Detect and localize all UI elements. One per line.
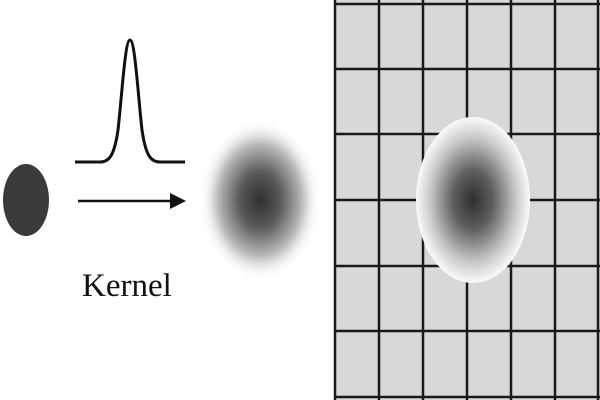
blurred-splat	[200, 120, 320, 280]
dot-icon	[3, 164, 49, 236]
gaussian-curve-icon	[75, 38, 185, 164]
grid-splat	[416, 117, 530, 283]
arrow-right-icon	[78, 193, 186, 209]
kernel-label: Kernel	[82, 268, 172, 304]
